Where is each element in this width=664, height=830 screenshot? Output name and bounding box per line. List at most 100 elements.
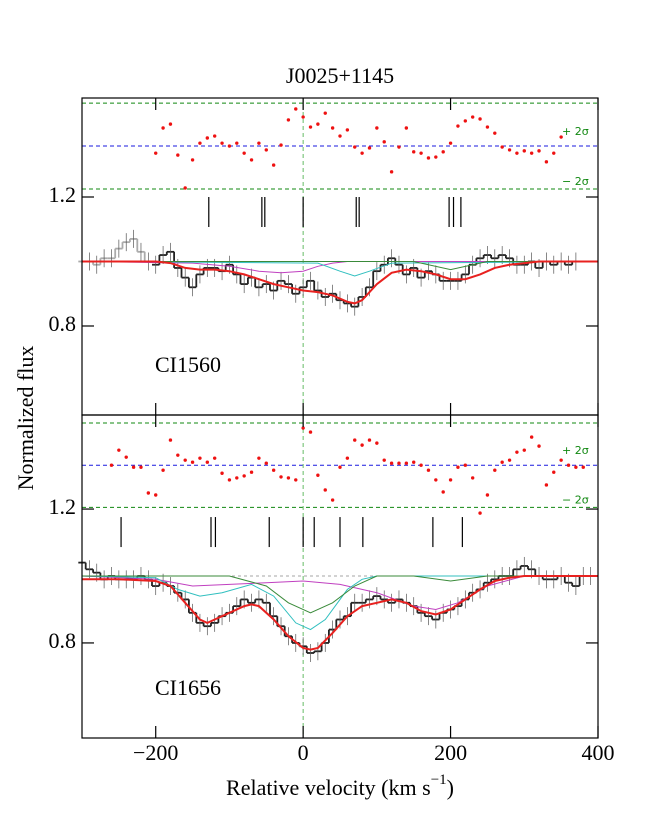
residual-point — [566, 463, 571, 467]
residual-point — [478, 511, 482, 515]
residual-point — [345, 456, 350, 460]
sigma-label: + 2σ — [562, 125, 589, 138]
residual-point — [345, 128, 350, 132]
residual-point — [515, 450, 519, 454]
residual-point — [168, 122, 173, 126]
residual-point — [493, 468, 497, 472]
residual-point — [235, 141, 239, 145]
residual-point — [552, 151, 556, 155]
residual-point — [552, 470, 556, 474]
residual-point — [271, 468, 276, 472]
model-curve — [82, 261, 598, 271]
residual-point — [441, 150, 445, 154]
residual-point — [522, 149, 526, 153]
residual-point — [146, 491, 151, 495]
residual-point — [448, 478, 453, 482]
residual-point — [574, 465, 578, 469]
x-tick-label: −200 — [133, 740, 178, 765]
residual-point — [294, 107, 298, 111]
residual-point — [235, 476, 239, 480]
residual-point — [330, 126, 335, 130]
residual-point — [308, 125, 313, 129]
residual-point — [183, 186, 187, 190]
residual-point — [198, 141, 202, 145]
residual-point — [559, 458, 563, 462]
residual-point — [301, 115, 305, 119]
residual-point — [205, 136, 210, 140]
sigma-label: − 2σ — [562, 493, 589, 506]
residual-point — [257, 141, 261, 145]
residual-point — [419, 463, 423, 467]
residual-point — [353, 145, 357, 149]
model-curve — [81, 261, 599, 277]
residual-point — [220, 141, 224, 145]
residual-point — [382, 458, 386, 462]
y-tick-label: 0.8 — [49, 311, 77, 336]
residual-point — [190, 460, 195, 464]
residual-point — [308, 430, 313, 434]
residual-point — [249, 158, 254, 162]
residual-point — [389, 170, 394, 174]
residual-point — [323, 111, 327, 115]
residual-point — [220, 471, 224, 475]
x-axis-label-sup: −1 — [431, 772, 447, 788]
residual-point — [316, 473, 320, 477]
residual-point — [183, 458, 187, 462]
residual-point — [412, 460, 416, 464]
model-curve — [82, 260, 598, 305]
residual-point — [301, 426, 305, 430]
residual-point — [434, 155, 438, 159]
residual-point — [279, 475, 283, 479]
residual-point — [485, 125, 490, 129]
residual-point — [242, 151, 246, 155]
residual-point — [537, 444, 541, 448]
residual-point — [323, 488, 327, 492]
x-axis-label-text: Relative velocity (km s — [226, 775, 431, 800]
residual-point — [367, 146, 372, 150]
x-tick-label: 400 — [582, 740, 615, 765]
residual-point — [456, 124, 460, 128]
residual-point — [441, 490, 445, 494]
model-curve — [82, 575, 598, 651]
residual-point — [382, 140, 386, 144]
residual-point — [131, 465, 136, 469]
residual-point — [419, 151, 423, 155]
x-tick-label: 0 — [298, 740, 309, 765]
residual-point — [493, 131, 497, 135]
residual-point — [463, 119, 468, 123]
model-curve — [81, 261, 598, 274]
residual-point — [397, 461, 401, 465]
residual-point — [316, 122, 320, 126]
residual-point — [279, 143, 283, 147]
residual-point — [559, 135, 563, 139]
residual-point — [426, 156, 431, 160]
y-tick-label: 1.2 — [49, 182, 77, 207]
residual-point — [529, 151, 534, 155]
model-curve — [81, 575, 598, 631]
residual-point — [448, 141, 453, 145]
panel-label: CI1656 — [155, 675, 221, 700]
residual-point — [434, 478, 438, 482]
residual-point — [426, 468, 431, 472]
residual-point — [176, 153, 180, 157]
residual-point — [286, 118, 291, 122]
sigma-label: + 2σ — [562, 444, 589, 457]
residual-point — [544, 160, 549, 164]
residual-point — [139, 465, 143, 469]
residual-point — [338, 134, 342, 138]
residual-point — [338, 465, 342, 469]
residual-point — [456, 465, 460, 469]
sigma-label: − 2σ — [562, 175, 589, 188]
residual-point — [190, 158, 195, 162]
residual-point — [154, 493, 158, 497]
step-risers — [158, 251, 574, 307]
residual-point — [198, 456, 202, 460]
residual-point — [397, 145, 401, 149]
chart-title: J0025+1145 — [286, 63, 394, 88]
residual-point — [353, 438, 357, 442]
y-tick-label: 1.2 — [49, 494, 77, 519]
residual-point — [124, 455, 128, 459]
residual-point — [257, 456, 261, 460]
residual-point — [264, 148, 268, 152]
